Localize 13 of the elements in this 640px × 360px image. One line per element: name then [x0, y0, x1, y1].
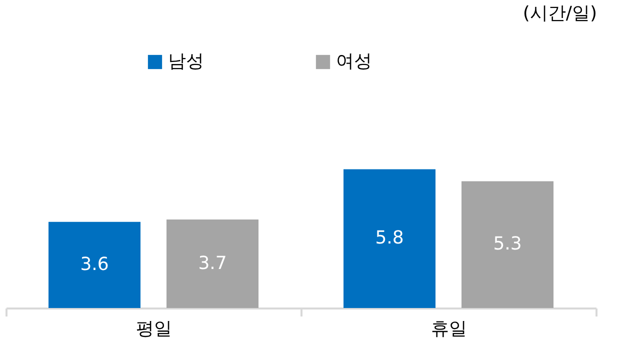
legend-label: 남성 [168, 51, 204, 72]
data-label: 3.6 [80, 254, 109, 275]
text: (시간/일) [522, 3, 597, 24]
x-tick-label: 평일 [136, 318, 172, 340]
legend-label: 여성 [336, 51, 372, 72]
data-label: 5.3 [493, 234, 522, 255]
bar [462, 181, 554, 308]
bar [48, 222, 140, 308]
x-tick-label: 휴일 [431, 318, 467, 340]
bar [344, 169, 436, 308]
data-label: 3.7 [198, 252, 227, 274]
data-label: 5.8 [375, 228, 404, 249]
bar [166, 220, 258, 308]
